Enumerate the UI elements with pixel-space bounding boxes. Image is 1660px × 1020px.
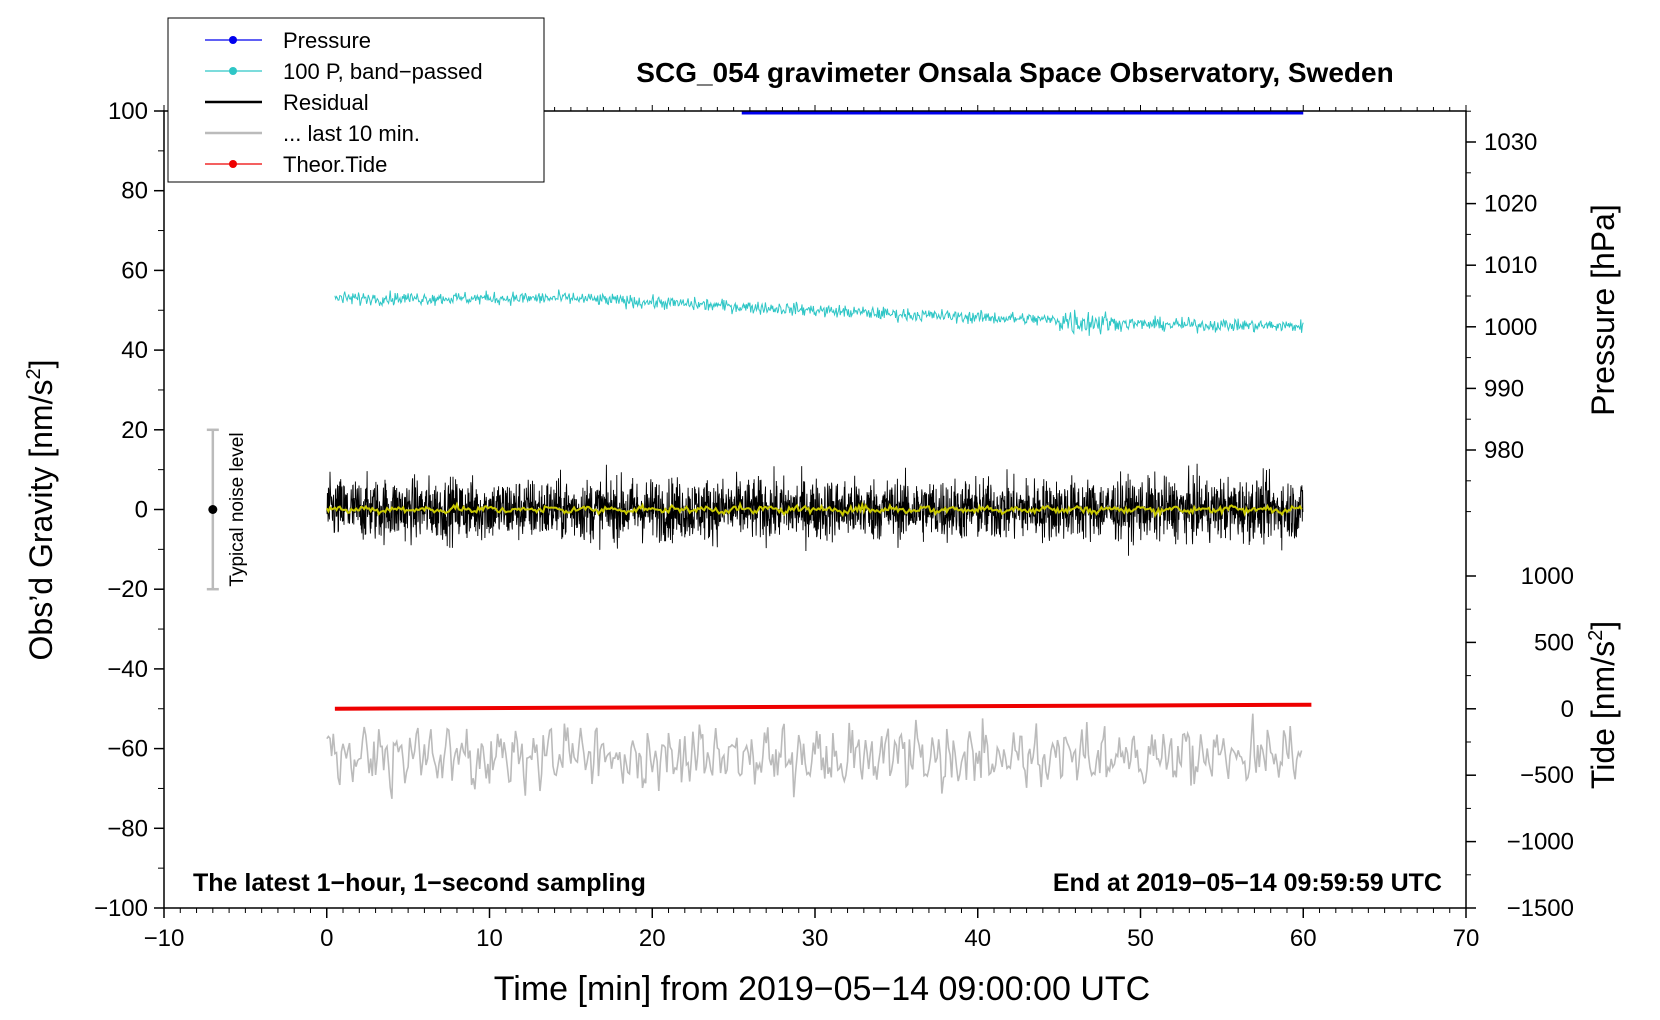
y-tick-label: 60 — [121, 257, 148, 284]
tide-tick-label: 0 — [1561, 696, 1574, 723]
x-axis-ticks: −10 0 10 20 30 40 50 60 70 — [144, 105, 1480, 952]
x-tick-label: 0 — [320, 925, 333, 952]
x-tick-label: 10 — [476, 925, 503, 952]
y-tick-label: −20 — [107, 576, 148, 603]
noise-level-indicator — [206, 428, 219, 591]
y-axis-label-text: Obs’d Gravity [nm/s — [23, 380, 59, 661]
series-layer — [325, 111, 1312, 799]
legend-marker — [229, 67, 237, 75]
pressure-tick-label: 1000 — [1484, 314, 1537, 341]
svg-text:Obs’d Gravity [nm/s2]: Obs’d Gravity [nm/s2] — [23, 360, 59, 661]
y-tick-label: 40 — [121, 337, 148, 364]
x-tick-label: 20 — [639, 925, 666, 952]
legend-marker — [229, 36, 237, 44]
tide-tick-label: 1000 — [1521, 563, 1574, 590]
svg-text:Tide [nm/s2]: Tide [nm/s2] — [1585, 621, 1621, 789]
legend-label: Theor.Tide — [283, 152, 387, 177]
tide-tick-label: −500 — [1520, 762, 1574, 789]
legend-marker — [229, 160, 237, 168]
legend-label: ... last 10 min. — [283, 121, 420, 146]
legend-label: Pressure — [283, 28, 371, 53]
tide-tick-label: −1500 — [1507, 895, 1574, 922]
tide-tick-label: −1000 — [1507, 829, 1574, 856]
noise-bar-center-dot — [208, 505, 218, 514]
y-tick-label: 0 — [135, 497, 148, 524]
series-band-passed-pressure — [334, 289, 1304, 336]
pressure-tick-label: 1010 — [1484, 252, 1537, 279]
tide-axis-label: Tide [nm/s2] — [1585, 621, 1621, 789]
pressure-axis-label-text: Pressure [hPa] — [1585, 204, 1621, 416]
y-tick-label: −40 — [107, 656, 148, 683]
series-smoothed-residual — [325, 500, 1303, 519]
x-tick-label: −10 — [144, 925, 185, 952]
series-theor-tide — [334, 702, 1312, 711]
pressure-tick-label: 990 — [1484, 375, 1524, 402]
tide-axis-ticks: −1500 −1000 −500 0 500 1000 — [1466, 563, 1574, 922]
pressure-tick-label: 1030 — [1484, 129, 1537, 156]
annotation-bottom-left: The latest 1−hour, 1−second sampling — [193, 869, 646, 897]
series-residual — [326, 463, 1304, 556]
annotation-bottom-right: End at 2019−05−14 09:59:59 UTC — [1053, 869, 1442, 897]
y-axis-label-sup: 2 — [23, 368, 45, 379]
legend: Pressure 100 P, band−passed Residual ... la… — [167, 17, 545, 183]
pressure-tick-label: 1020 — [1484, 191, 1537, 218]
tide-axis-label-text: Tide [nm/s — [1585, 641, 1621, 789]
y-tick-label: −80 — [107, 815, 148, 842]
y-axis-label-close: ] — [23, 360, 59, 369]
chart-title: SCG_054 gravimeter Onsala Space Observat… — [636, 57, 1393, 88]
x-tick-label: 30 — [802, 925, 829, 952]
y-tick-label: −60 — [107, 736, 148, 763]
noise-level-label: Typical noise level — [227, 432, 248, 586]
legend-label: Residual — [283, 90, 369, 115]
tide-tick-label: 500 — [1534, 629, 1574, 656]
tide-axis-label-close: ] — [1585, 621, 1621, 630]
x-tick-label: 40 — [964, 925, 991, 952]
x-axis-label: Time [min] from 2019−05−14 09:00:00 UTC — [494, 970, 1150, 1008]
y-tick-label: −100 — [94, 895, 148, 922]
x-tick-label: 70 — [1453, 925, 1480, 952]
x-tick-label: 60 — [1290, 925, 1317, 952]
series-last-10-min — [326, 713, 1303, 799]
noise-level-label-wrap: Typical noise level — [227, 432, 248, 586]
pressure-axis-label: Pressure [hPa] — [1585, 204, 1621, 416]
y-tick-label: 20 — [121, 417, 148, 444]
legend-box — [167, 17, 545, 183]
pressure-axis-ticks: 980 990 1000 1010 1020 1030 — [1466, 110, 1537, 513]
y-tick-label: 80 — [121, 178, 148, 205]
y-tick-label: 100 — [108, 98, 148, 125]
y-axis-label: Obs’d Gravity [nm/s2] — [23, 360, 59, 661]
tide-axis-label-sup: 2 — [1585, 630, 1607, 641]
pressure-tick-label: 980 — [1484, 437, 1524, 464]
y-axis-ticks: −100 −80 −60 −40 −20 0 20 40 60 80 100 — [94, 98, 164, 922]
x-tick-label: 50 — [1127, 925, 1154, 952]
legend-label: 100 P, band−passed — [283, 59, 483, 84]
